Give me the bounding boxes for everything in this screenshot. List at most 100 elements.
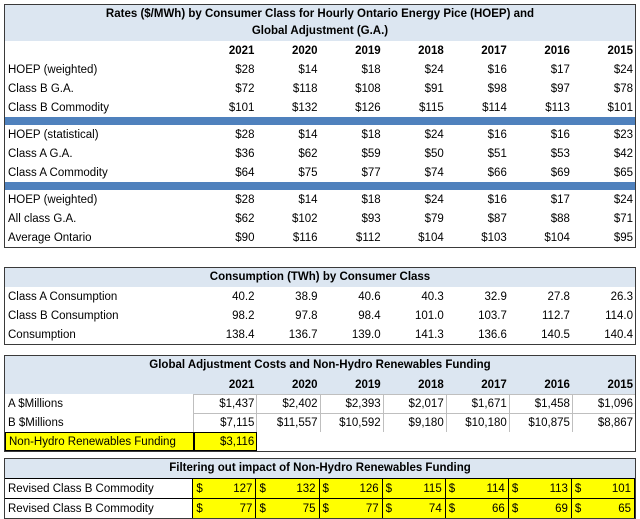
table-cell: $18 — [361, 128, 381, 141]
year-header: 2021 — [228, 378, 255, 391]
consumption-rows: Class A Consumption 40.2 38.9 40.6 40.3 32.9 2… — [5, 287, 635, 344]
currency-symbol: $ — [511, 502, 519, 515]
year-header: 2019 — [355, 44, 381, 57]
table-cell: $114 — [445, 479, 509, 498]
year-header: 2019 — [355, 378, 381, 391]
table-cell: $104 — [544, 231, 570, 244]
table-cell: 101.0 — [414, 309, 444, 322]
table-cell: $10,180 — [445, 413, 509, 432]
filtering-rows: Revised Class B Commodity $127 $132 $126 $11… — [5, 478, 635, 518]
table-cell: $87 — [487, 212, 507, 225]
year-header: 2020 — [291, 378, 318, 391]
table-cell: $91 — [424, 82, 444, 95]
year-header: 2020 — [291, 44, 318, 57]
currency-symbol: $ — [511, 482, 519, 495]
table-cell: $77 — [193, 499, 257, 518]
table-row: Class B Commodity $101 $132 $126 $115 $114 $11… — [5, 98, 635, 117]
table-cell: $14 — [298, 193, 318, 206]
table-cell: $77 — [361, 166, 381, 179]
consumption-title-row: Consumption (TWh) by Consumer Class — [5, 268, 635, 287]
table-cell: $17 — [550, 193, 570, 206]
table-cell: $108 — [355, 82, 381, 95]
currency-symbol: $ — [196, 482, 203, 495]
table-row: Class A G.A. $36 $62 $59 $50 $51 $53 $42 — [5, 144, 635, 163]
year-header: 2016 — [544, 378, 570, 391]
table-cell: $18 — [361, 63, 381, 76]
table-cell: $93 — [361, 212, 381, 225]
table-cell: $69 — [550, 166, 570, 179]
rates-year-header: 2021 2020 2019 2018 2017 2016 2015 — [5, 41, 635, 60]
table-cell: $98 — [487, 82, 507, 95]
ga-header-label — [5, 375, 193, 394]
year-header: 2017 — [481, 44, 507, 57]
cell-value: 132 — [296, 482, 316, 495]
table-cell: $95 — [613, 231, 634, 244]
table-cell: $101 — [607, 101, 634, 114]
row-label: A $Millions — [8, 397, 63, 410]
table-cell: $24 — [424, 193, 444, 206]
filtering-title-row: Filtering out impact of Non-Hydro Renewa… — [5, 459, 635, 478]
table-cell: $28 — [235, 128, 255, 141]
table-row: Consumption 138.4 136.7 139.0 141.3 136.6 140.… — [5, 325, 635, 344]
table-cell: $1,671 — [445, 394, 509, 413]
consumption-table: Consumption (TWh) by Consumer Class Clas… — [4, 267, 636, 345]
table-cell: $103 — [481, 231, 507, 244]
table-cell: $116 — [292, 231, 318, 244]
table-cell: $101 — [571, 479, 635, 498]
table-cell: $113 — [545, 101, 570, 114]
cell-value: 113 — [549, 482, 568, 495]
table-cell: $66 — [487, 166, 507, 179]
currency-symbol: $ — [448, 502, 456, 515]
row-label: B $Millions — [8, 416, 64, 429]
table-cell: $71 — [613, 212, 634, 225]
year-header: 2016 — [544, 44, 570, 57]
table-cell: 40.3 — [421, 290, 444, 303]
cell-value: 101 — [611, 482, 631, 495]
cell-value: 114 — [486, 482, 505, 495]
rates-header-label — [5, 41, 193, 60]
year-header: 2017 — [481, 378, 507, 391]
table-cell: $65 — [613, 166, 634, 179]
table-row: Class B G.A. $72 $118 $108 $91 $98 $97 $78 — [5, 79, 635, 98]
cell-value: 69 — [555, 502, 568, 515]
table-cell: 26.3 — [610, 290, 634, 303]
row-label: HOEP (weighted) — [8, 63, 98, 76]
table-cell: $72 — [235, 82, 255, 95]
cell-value: 126 — [359, 482, 379, 495]
rates-title-line1: Rates ($/MWh) by Consumer Class for Hour… — [105, 8, 535, 20]
cell-value: 77 — [239, 502, 253, 515]
table-row: Revised Class B Commodity $127 $132 $126 $11… — [5, 478, 635, 498]
currency-symbol: $ — [574, 482, 582, 495]
currency-symbol: $ — [385, 502, 393, 515]
table-cell: $132 — [256, 479, 320, 498]
table-cell: $127 — [193, 479, 257, 498]
table-cell: $16 — [487, 63, 507, 76]
currency-symbol: $ — [385, 482, 393, 495]
table-cell: $2,402 — [256, 394, 320, 413]
cell-value: 77 — [365, 502, 379, 515]
table-cell: $66 — [445, 499, 509, 518]
table-cell: 38.9 — [295, 290, 318, 303]
funding-row: Non-Hydro Renewables Funding $3,116 — [5, 432, 635, 451]
table-cell: $112 — [355, 231, 381, 244]
table-cell: $24 — [613, 193, 634, 206]
table-cell: $126 — [319, 479, 383, 498]
table-cell: 140.4 — [604, 328, 634, 341]
table-cell: $24 — [613, 63, 634, 76]
table-cell: $101 — [228, 101, 255, 114]
table-cell: $53 — [550, 147, 570, 160]
table-cell: $115 — [419, 101, 444, 114]
table-cell: $75 — [256, 499, 320, 518]
table-cell: $114 — [482, 101, 507, 114]
table-cell: 98.2 — [232, 309, 255, 322]
table-cell: $69 — [508, 499, 572, 518]
table-cell: $1,437 — [193, 394, 257, 413]
funding-value: $3,116 — [194, 432, 258, 451]
table-cell: 139.0 — [351, 328, 381, 341]
filtering-table: Filtering out impact of Non-Hydro Renewa… — [4, 458, 636, 519]
rates-group3: HOEP (weighted) $28 $14 $18 $24 $16 $17 $24 All … — [5, 190, 635, 247]
table-cell: $113 — [508, 479, 572, 498]
row-label: Class B Consumption — [8, 309, 119, 322]
cell-value: 74 — [428, 502, 442, 515]
funding-label: Non-Hydro Renewables Funding — [5, 432, 194, 451]
